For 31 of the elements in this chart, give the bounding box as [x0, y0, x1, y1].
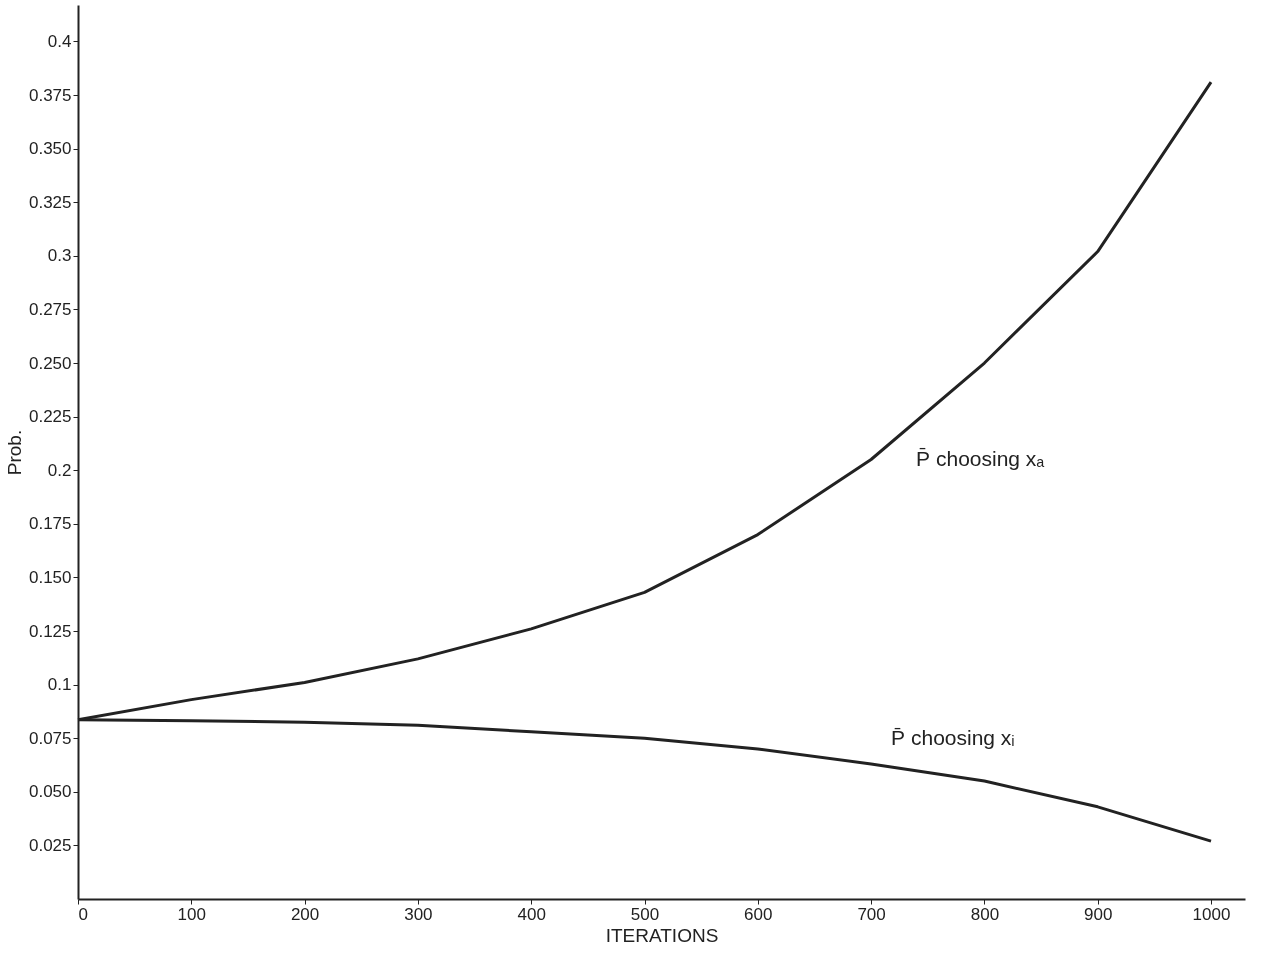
y-tick-label: 0.125: [28, 621, 72, 641]
x-tick-label: 200: [290, 904, 320, 924]
x-tick-label: 100: [177, 904, 206, 924]
x-tick-label: 600: [744, 904, 773, 924]
y-tick-label: 0.4: [47, 31, 72, 51]
y-tick-label: 0.325: [28, 192, 72, 212]
y-tick-label: 0.025: [28, 835, 72, 855]
x-axis-title: ITERATIONS: [605, 924, 719, 946]
y-tick-label: 0.150: [28, 567, 72, 587]
y-axis-title: Prob.: [3, 429, 25, 476]
y-tick-label: 0.225: [28, 407, 72, 427]
x-tick-label: 900: [1084, 904, 1113, 924]
y-tick-label: 0.250: [28, 353, 72, 373]
x-tick-label: 700: [857, 904, 886, 924]
x-tick-label: 800: [970, 904, 1000, 924]
y-tick-label: 0.075: [28, 728, 72, 748]
x-tick-label: 400: [517, 904, 546, 924]
x-tick-label: 300: [404, 904, 433, 924]
y-tick-label: 0.050: [28, 782, 72, 802]
x-tick-label: 1000: [1192, 904, 1231, 924]
x-tick-label: 0: [78, 904, 88, 924]
y-tick-label: 0.350: [28, 139, 72, 159]
series-label: P̄ choosing xᵢ: [891, 725, 1015, 749]
series-label: P̄ choosing xₐ: [916, 446, 1045, 470]
y-tick-label: 0.275: [28, 299, 72, 319]
y-tick-label: 0.3: [47, 246, 72, 266]
y-tick-label: 0.375: [28, 85, 72, 105]
y-tick-label: 0.1: [47, 675, 72, 695]
y-tick-label: 0.175: [28, 514, 72, 534]
y-tick-label: 0.2: [47, 460, 72, 480]
x-tick-label: 500: [630, 904, 660, 924]
